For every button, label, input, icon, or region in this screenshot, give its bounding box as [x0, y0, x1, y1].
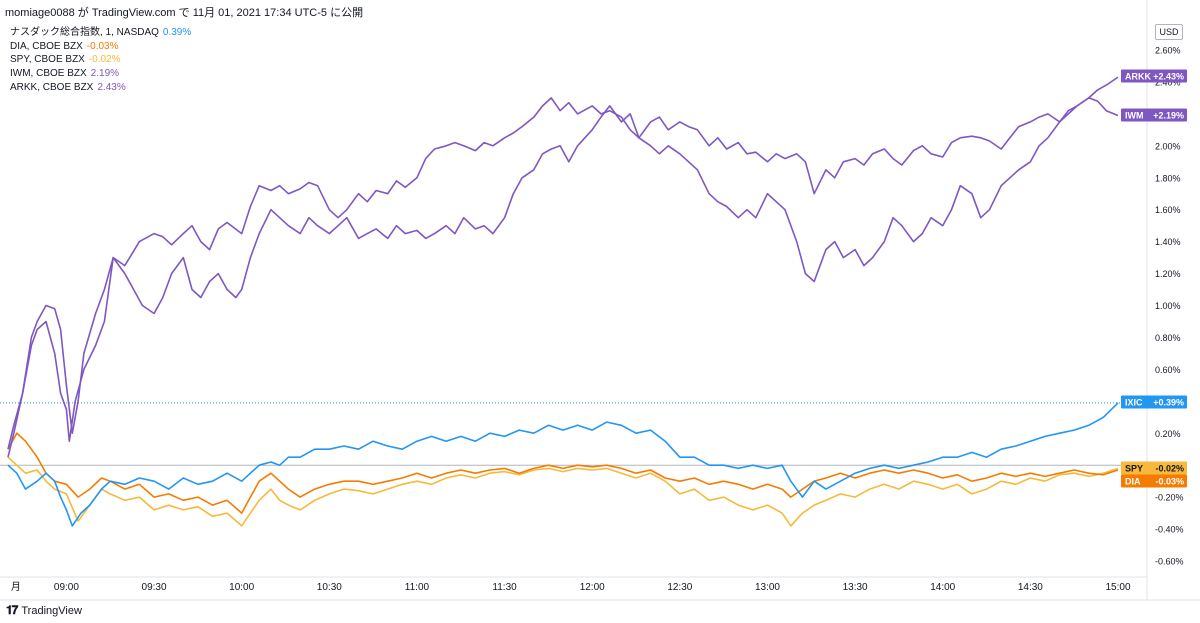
legend-change-value: -0.02% — [88, 54, 121, 66]
badge-arkk: ARKK +2.43% — [1121, 69, 1187, 83]
y-tick-label: 2.00% — [1155, 141, 1181, 151]
x-tick-label: 09:30 — [142, 582, 167, 593]
x-tick-label: 11:00 — [405, 582, 430, 593]
badge-ixic: IXIC +0.39% — [1121, 395, 1187, 409]
legend-change-value: 2.19% — [90, 68, 120, 80]
y-tick-label: 2.60% — [1155, 46, 1181, 56]
legend-entry[interactable]: IWM, CBOE BZX 2.19% — [10, 67, 191, 81]
legend: ナスダック総合指数, 1, NASDAQ 0.39% DIA, CBOE BZX -0… — [10, 26, 191, 95]
legend-symbol-name: ナスダック総合指数, 1, NASDAQ — [10, 27, 159, 38]
badge-symbol: IWM — [1125, 111, 1144, 121]
badge-value: -0.03% — [1155, 477, 1184, 487]
brand-label: TradingView — [21, 604, 82, 617]
y-tick-label: 0.80% — [1155, 333, 1181, 343]
series-line-iwm — [7, 97, 1119, 450]
legend-entry[interactable]: ARKK, CBOE BZX 2.43% — [10, 81, 191, 95]
badge-value: +2.43% — [1153, 72, 1184, 82]
badge-bg — [1121, 461, 1187, 475]
y-tick-label: -0.60% — [1155, 557, 1184, 567]
legend-symbol-name: DIA, CBOE BZX — [10, 40, 83, 52]
footer[interactable]: 𝟏𝟕 TradingView — [6, 603, 82, 618]
x-tick-label: 10:30 — [317, 582, 342, 593]
y-tick-label: 0.60% — [1155, 365, 1181, 375]
y-tick-label: 1.40% — [1155, 237, 1181, 247]
y-tick-label: 1.80% — [1155, 173, 1181, 183]
x-tick-label: 12:00 — [580, 582, 605, 593]
badge-symbol: DIA — [1125, 477, 1141, 487]
badge-bg — [1121, 69, 1187, 83]
x-axis[interactable]: 月 09:00 09:30 10:00 10:30 11:00 11:30 12:00 12:3… — [0, 576, 1200, 601]
badge-value: -0.02% — [1155, 464, 1184, 474]
legend-entry[interactable]: SPY, CBOE BZX -0.02% — [10, 53, 191, 67]
publish-info: momiage0088 が TradingView.com で 11月 01, … — [5, 7, 364, 19]
legend-change-value: 2.43% — [97, 81, 126, 93]
legend-symbol-name: ARKK, CBOE BZX — [10, 81, 94, 93]
x-tick-label: 14:30 — [1018, 582, 1043, 593]
y-axis[interactable]: 2.60%2.40%2.20%2.00%1.80%1.60%1.40%1.20%… — [1146, 0, 1184, 600]
badge-bg — [1121, 474, 1187, 488]
x-tick-label: 13:00 — [755, 582, 780, 593]
badge-spy: SPY -0.02% — [1121, 461, 1187, 475]
x-tick-label: 14:00 — [930, 582, 955, 593]
x-tick-label: 12:30 — [667, 582, 692, 593]
legend-change-value: 0.39% — [162, 27, 192, 38]
x-tick-label: 13:30 — [843, 582, 868, 593]
badge-value: +2.19% — [1153, 111, 1184, 121]
legend-entry[interactable]: DIA, CBOE BZX -0.03% — [10, 40, 191, 54]
series-line-dia — [7, 432, 1119, 514]
series-line-ixic — [7, 402, 1119, 527]
legend-change-value: -0.03% — [86, 40, 119, 52]
y-tick-label: -0.20% — [1155, 493, 1184, 503]
badge-dia: DIA -0.03% — [1121, 474, 1187, 488]
price-badges: ARKK +2.43% IWM +2.19% IXIC +0.39% DIA -0.03% SP… — [1121, 69, 1187, 488]
x-tick-label: 11:30 — [492, 582, 517, 593]
x-tick-label: 15:00 — [1105, 582, 1130, 593]
tradingview-logo-icon: 𝟏𝟕 — [6, 603, 18, 617]
badge-symbol: SPY — [1125, 464, 1143, 474]
legend-symbol-name: IWM, CBOE BZX — [10, 68, 87, 80]
badge-bg — [1121, 108, 1187, 122]
y-tick-label: 1.00% — [1155, 301, 1181, 311]
series-line-spy — [7, 456, 1119, 527]
x-tick-label: 月 — [11, 581, 21, 593]
x-tick-label: 10:00 — [229, 582, 254, 593]
y-tick-label: 0.20% — [1155, 429, 1181, 439]
badge-bg — [1121, 395, 1187, 409]
y-tick-label: -0.40% — [1155, 525, 1184, 535]
series-lines — [0, 76, 1147, 527]
badge-iwm: IWM +2.19% — [1121, 108, 1187, 122]
series-line-arkk — [7, 76, 1119, 458]
currency-label[interactable]: USD — [1155, 24, 1183, 40]
legend-entry[interactable]: ナスダック総合指数, 1, NASDAQ 0.39% — [10, 26, 191, 40]
y-tick-label: 1.60% — [1155, 205, 1181, 215]
badge-symbol: IXIC — [1125, 398, 1143, 408]
x-tick-label: 09:00 — [54, 582, 79, 593]
badge-value: +0.39% — [1153, 398, 1184, 408]
y-tick-label: 1.20% — [1155, 269, 1181, 279]
legend-symbol-name: SPY, CBOE BZX — [10, 54, 85, 66]
badge-symbol: ARKK — [1125, 72, 1151, 82]
